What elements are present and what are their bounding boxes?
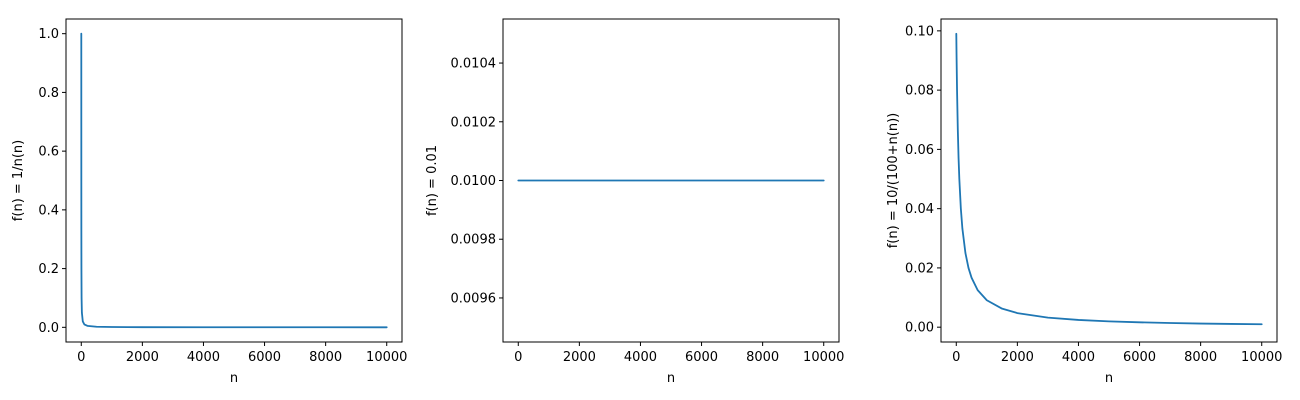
y-tick-label: 0.0104 [451, 57, 497, 72]
x-tick-label: 6000 [685, 350, 718, 365]
x-tick-label: 10000 [366, 350, 407, 365]
y-tick-label: 0.0096 [451, 291, 497, 306]
y-tick-label: 1.0 [38, 27, 59, 42]
x-tick-label: 4000 [1062, 350, 1095, 365]
y-tick-label: 0.08 [905, 84, 934, 99]
subplot-1: 0 2000 4000 6000 8000 10000 0.0 0.2 0.4 0.6 0.8 1.0… [11, 18, 407, 386]
y-axis-label: f(n) = 0.01 [425, 145, 440, 216]
y-tick-label: 0.8 [38, 86, 59, 101]
x-tick-label: 0 [514, 350, 522, 365]
y-tick-label: 0.4 [38, 203, 59, 218]
y-tick-label: 0.2 [38, 262, 59, 277]
x-tick-label: 8000 [1184, 350, 1217, 365]
x-tick-label: 0 [77, 350, 85, 365]
x-tick-label: 0 [952, 350, 960, 365]
y-tick-label: 0.00 [905, 321, 934, 336]
y-tick-label: 0.6 [38, 145, 59, 160]
x-tick-label: 4000 [187, 350, 220, 365]
series-line [955, 32, 1263, 326]
y-tick-label: 0.02 [905, 261, 934, 276]
y-tick-label: 0.06 [905, 143, 934, 158]
x-tick-label: 2000 [126, 350, 159, 365]
series-line [80, 32, 388, 329]
y-axis-label: f(n) = 10/(100+n(n)) [886, 113, 901, 249]
x-tick-label: 8000 [309, 350, 342, 365]
x-tick-label: 2000 [563, 350, 596, 365]
y-tick-label: 0.0 [38, 321, 59, 336]
x-tick-label: 6000 [248, 350, 281, 365]
x-tick-label: 6000 [1123, 350, 1156, 365]
x-tick-label: 2000 [1001, 350, 1034, 365]
y-tick-label: 0.10 [905, 24, 934, 39]
x-tick-label: 10000 [803, 350, 844, 365]
y-tick-label: 0.0100 [451, 174, 497, 189]
y-tick-label: 0.0098 [451, 233, 497, 248]
subplot-2: 0 2000 4000 6000 8000 10000 0.0096 0.0098 0.0100… [425, 18, 844, 386]
x-axis-label: n [667, 371, 675, 386]
axes-frame [65, 18, 403, 343]
x-axis-label: n [1105, 371, 1113, 386]
subplot-3: 0 2000 4000 6000 8000 10000 0.00 0.02 0.04 0.06 0.… [886, 18, 1282, 386]
y-axis-label: f(n) = 1/n(n) [11, 140, 26, 221]
y-tick-label: 0.0102 [451, 115, 497, 130]
x-axis-label: n [230, 371, 238, 386]
x-tick-label: 4000 [624, 350, 657, 365]
axes-frame [940, 18, 1278, 343]
x-tick-label: 8000 [746, 350, 779, 365]
y-tick-label: 0.04 [905, 202, 934, 217]
x-tick-label: 10000 [1241, 350, 1282, 365]
